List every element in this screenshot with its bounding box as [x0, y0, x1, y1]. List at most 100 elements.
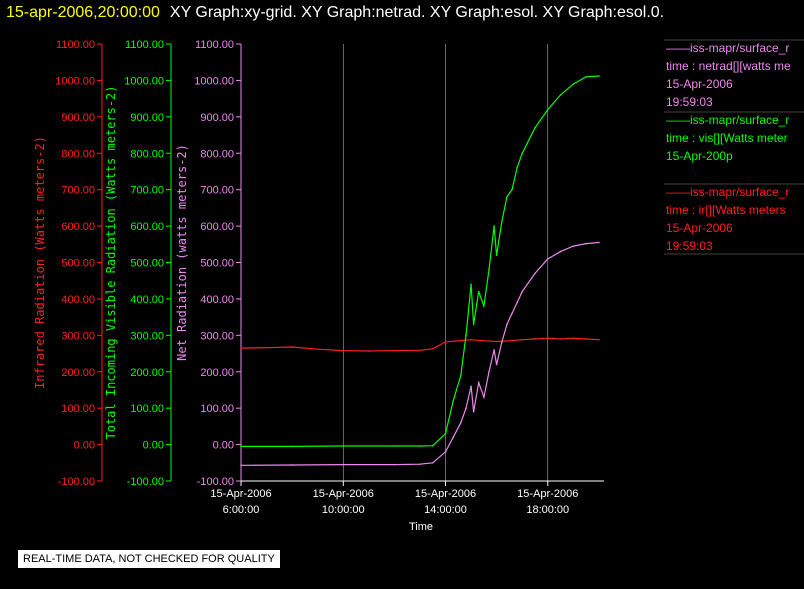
net-point [516, 301, 518, 304]
legend-entry-text: ——iss-mapr/surface_r [666, 185, 789, 199]
legend-entry-text: time : ir[][Watts meters [666, 203, 786, 217]
vis-point [452, 400, 454, 402]
net-point [465, 407, 467, 409]
quality-notice: REAL-TIME DATA, NOT CHECKED FOR QUALITY [18, 550, 280, 568]
net-tick-label: 100.00 [200, 403, 234, 415]
ir-tick-label: -100.00 [58, 476, 95, 488]
vis-point [488, 268, 490, 271]
vis-point [506, 196, 508, 198]
net-tick-label: 700.00 [200, 185, 234, 197]
x-tick-date: 15-Apr-2006 [210, 488, 271, 500]
ir-tick-label: 400.00 [61, 294, 95, 306]
net-tick-label: 400.00 [200, 294, 234, 306]
net-axis-title: Net Radiation (watts meters-2) [175, 144, 189, 361]
x-axis-title: Time [409, 521, 433, 533]
ir-point [457, 339, 460, 342]
net-point [472, 411, 475, 413]
ir-point [291, 346, 293, 348]
vis-tick-label: 1000.00 [124, 75, 164, 87]
net-point [500, 341, 503, 344]
vis-point [460, 374, 462, 377]
vis-tick-label: 1100.00 [125, 39, 164, 51]
vis-tick-label: 0.00 [143, 440, 164, 452]
net-point [572, 245, 575, 247]
vis-series-line [241, 75, 599, 447]
net-point [511, 312, 513, 315]
vis-point [483, 305, 485, 308]
ir-tick-label: 0.00 [74, 440, 95, 452]
legend-entry-text: ——iss-mapr/surface_r [666, 113, 789, 127]
ir-tick-label: 500.00 [61, 258, 95, 270]
ir-tick-label: 1100.00 [56, 39, 95, 51]
vis-tick-label: -100.00 [127, 476, 164, 488]
vis-point [598, 75, 600, 77]
legend-entry-text: 19:59:03 [666, 95, 713, 109]
vis-point [431, 444, 434, 447]
x-tick-date: 15-Apr-2006 [415, 488, 476, 500]
ir-point [240, 347, 242, 349]
ir-point [585, 338, 587, 340]
ir-tick-label: 700.00 [61, 185, 95, 197]
ir-point [598, 338, 600, 341]
ir-tick-label: 200.00 [61, 367, 95, 379]
vis-tick-label: 100.00 [130, 403, 164, 415]
vis-point [240, 445, 242, 448]
vis-point [585, 75, 587, 78]
ir-point [316, 348, 319, 350]
legend-entry-text: 19:59:03 [666, 239, 713, 253]
net-tick-label: 1000.00 [194, 75, 234, 87]
vis-point [521, 152, 523, 155]
net-point [598, 241, 600, 244]
vis-tick-label: 500.00 [130, 258, 164, 270]
vis-point [470, 283, 472, 286]
ir-point [483, 339, 485, 342]
vis-tick-label: 900.00 [130, 112, 164, 124]
net-point [477, 381, 480, 384]
vis-point [444, 432, 447, 435]
net-point [419, 463, 421, 466]
vis-point [477, 290, 480, 293]
x-tick-date: 15-Apr-2006 [313, 488, 374, 500]
net-tick-label: 300.00 [200, 330, 234, 342]
x-tick-time: 18:00:00 [526, 504, 569, 516]
ir-point [342, 349, 345, 352]
ir-point [495, 340, 498, 343]
title-bar: 15-apr-2006,20:00:00 XY Graph:xy-grid. XY… [6, 4, 664, 22]
legend-entry-text: time : vis[][Watts meter [666, 131, 788, 145]
ir-tick-label: 600.00 [61, 221, 95, 233]
net-series-line [240, 241, 599, 466]
net-point [240, 464, 242, 467]
ir-tick-label: 300.00 [61, 330, 95, 342]
net-tick-label: 800.00 [200, 148, 234, 160]
ir-point [546, 337, 549, 340]
vis-point [572, 83, 575, 85]
ir-point [393, 349, 396, 352]
net-point [393, 463, 396, 466]
vis-point [465, 334, 467, 337]
vis-point [500, 221, 503, 224]
x-tick-date: 15-Apr-2006 [517, 488, 578, 500]
ir-tick-label: 100.00 [61, 403, 95, 415]
net-point [342, 463, 345, 466]
ir-point [444, 341, 447, 343]
vis-tick-label: 300.00 [130, 330, 164, 342]
vis-point [559, 94, 562, 96]
net-point [483, 396, 485, 399]
net-point [452, 436, 454, 439]
vis-tick-label: 200.00 [130, 367, 164, 379]
ir-point [559, 338, 562, 340]
net-point [506, 323, 508, 326]
legend-entry-text: ——iss-mapr/surface_r [666, 41, 789, 55]
net-tick-label: 0.00 [213, 440, 234, 452]
net-point [521, 290, 523, 293]
net-point [585, 242, 587, 245]
vis-tick-label: 800.00 [130, 148, 164, 160]
ir-point [368, 350, 370, 352]
net-point [460, 421, 462, 424]
ir-point [419, 349, 421, 352]
x-tick-time: 14:00:00 [424, 504, 467, 516]
ir-point [508, 339, 511, 342]
ir-point [431, 348, 434, 350]
ir-tick-label: 800.00 [61, 148, 95, 160]
